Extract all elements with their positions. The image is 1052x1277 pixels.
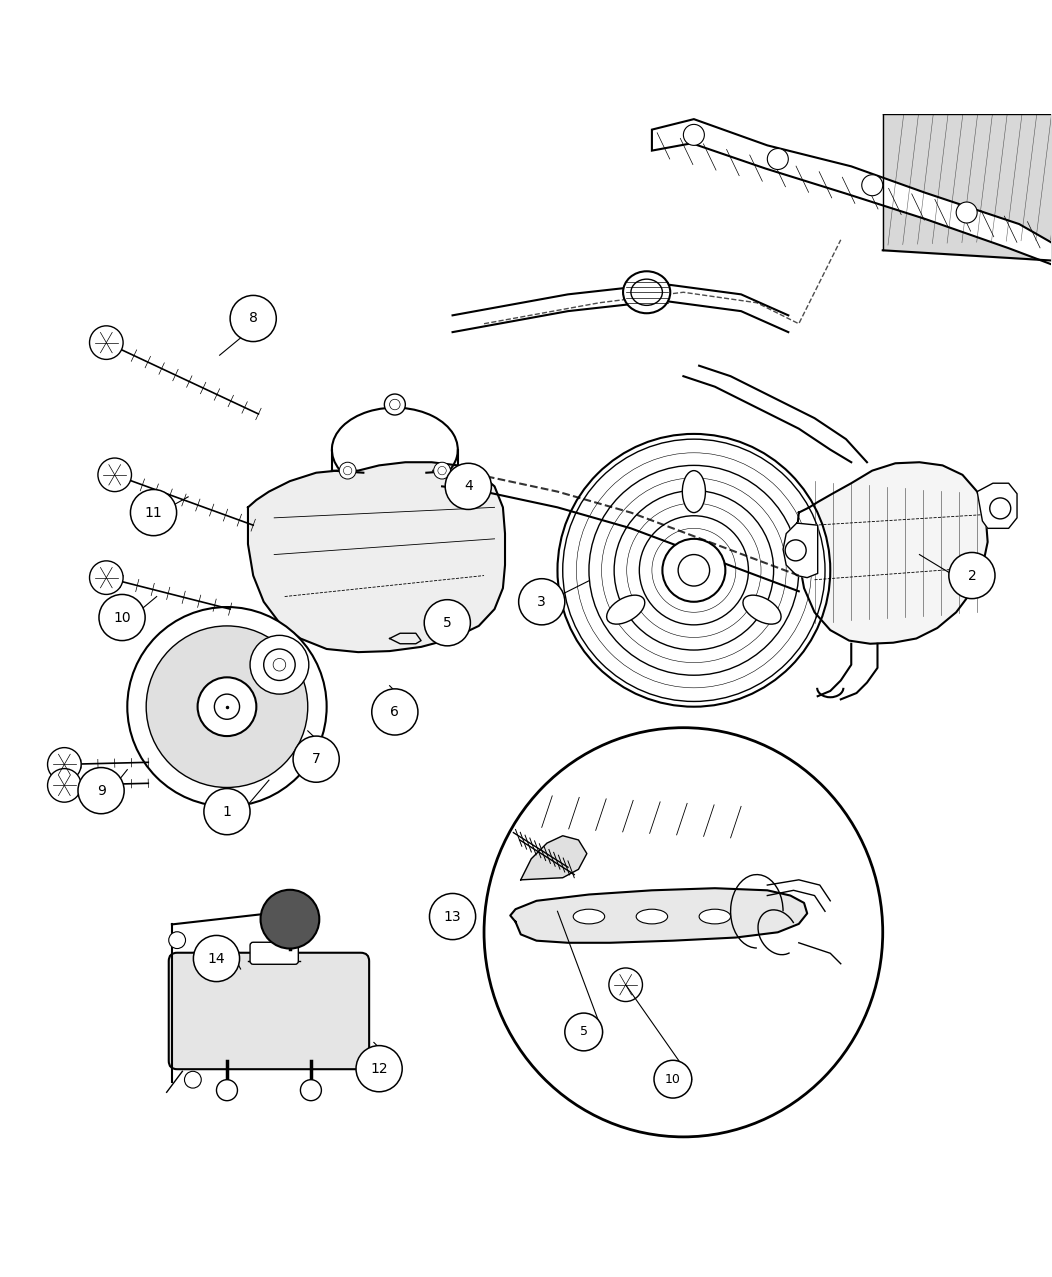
Circle shape xyxy=(204,788,250,835)
Circle shape xyxy=(89,326,123,359)
Circle shape xyxy=(294,736,339,783)
Circle shape xyxy=(301,1079,322,1101)
Polygon shape xyxy=(977,483,1017,529)
Ellipse shape xyxy=(636,909,668,923)
Circle shape xyxy=(168,932,185,949)
Circle shape xyxy=(146,626,308,788)
Circle shape xyxy=(130,489,177,535)
Text: 8: 8 xyxy=(248,312,258,326)
Text: 5: 5 xyxy=(443,616,451,630)
Polygon shape xyxy=(248,462,505,653)
Text: 9: 9 xyxy=(97,784,105,798)
Circle shape xyxy=(339,462,356,479)
Ellipse shape xyxy=(573,909,605,923)
Text: 7: 7 xyxy=(311,752,321,766)
Circle shape xyxy=(429,894,476,940)
Ellipse shape xyxy=(700,909,730,923)
Circle shape xyxy=(519,578,565,624)
Circle shape xyxy=(654,1060,692,1098)
Circle shape xyxy=(862,175,883,195)
Ellipse shape xyxy=(683,471,706,512)
Circle shape xyxy=(250,636,309,695)
Circle shape xyxy=(99,594,145,641)
Ellipse shape xyxy=(743,595,781,624)
Circle shape xyxy=(47,747,81,782)
Circle shape xyxy=(261,890,320,949)
Text: 5: 5 xyxy=(580,1025,588,1038)
Circle shape xyxy=(384,395,405,415)
Circle shape xyxy=(684,124,705,146)
Circle shape xyxy=(767,148,788,170)
Circle shape xyxy=(264,649,296,681)
Polygon shape xyxy=(521,835,587,880)
Ellipse shape xyxy=(607,595,645,624)
Ellipse shape xyxy=(623,271,670,313)
Text: 4: 4 xyxy=(464,479,472,493)
Circle shape xyxy=(217,1079,238,1101)
Ellipse shape xyxy=(484,728,883,1137)
Text: 13: 13 xyxy=(444,909,462,923)
Text: 11: 11 xyxy=(145,506,162,520)
Text: 10: 10 xyxy=(665,1073,681,1085)
FancyBboxPatch shape xyxy=(250,942,299,964)
Circle shape xyxy=(949,553,995,599)
Text: 6: 6 xyxy=(390,705,400,719)
Circle shape xyxy=(956,202,977,223)
Text: 10: 10 xyxy=(114,610,130,624)
Circle shape xyxy=(78,767,124,813)
Circle shape xyxy=(424,600,470,646)
Text: 2: 2 xyxy=(968,568,976,582)
Circle shape xyxy=(127,607,327,806)
Polygon shape xyxy=(783,524,817,577)
Circle shape xyxy=(194,936,240,982)
Text: 1: 1 xyxy=(223,805,231,819)
Polygon shape xyxy=(652,119,1052,266)
Circle shape xyxy=(47,769,81,802)
Circle shape xyxy=(89,561,123,594)
Text: 12: 12 xyxy=(370,1061,388,1075)
Circle shape xyxy=(184,1071,201,1088)
Circle shape xyxy=(356,1046,402,1092)
Circle shape xyxy=(198,677,257,736)
Circle shape xyxy=(990,498,1011,518)
Polygon shape xyxy=(796,462,988,644)
Circle shape xyxy=(445,464,491,510)
Circle shape xyxy=(230,295,277,341)
Circle shape xyxy=(785,540,806,561)
Circle shape xyxy=(558,434,830,706)
FancyBboxPatch shape xyxy=(168,953,369,1069)
Circle shape xyxy=(371,688,418,736)
Circle shape xyxy=(433,462,450,479)
Circle shape xyxy=(565,1013,603,1051)
Circle shape xyxy=(609,968,643,1001)
Text: 3: 3 xyxy=(538,595,546,609)
Circle shape xyxy=(663,539,725,601)
Text: 14: 14 xyxy=(207,951,225,965)
Circle shape xyxy=(98,458,132,492)
Polygon shape xyxy=(510,889,807,942)
